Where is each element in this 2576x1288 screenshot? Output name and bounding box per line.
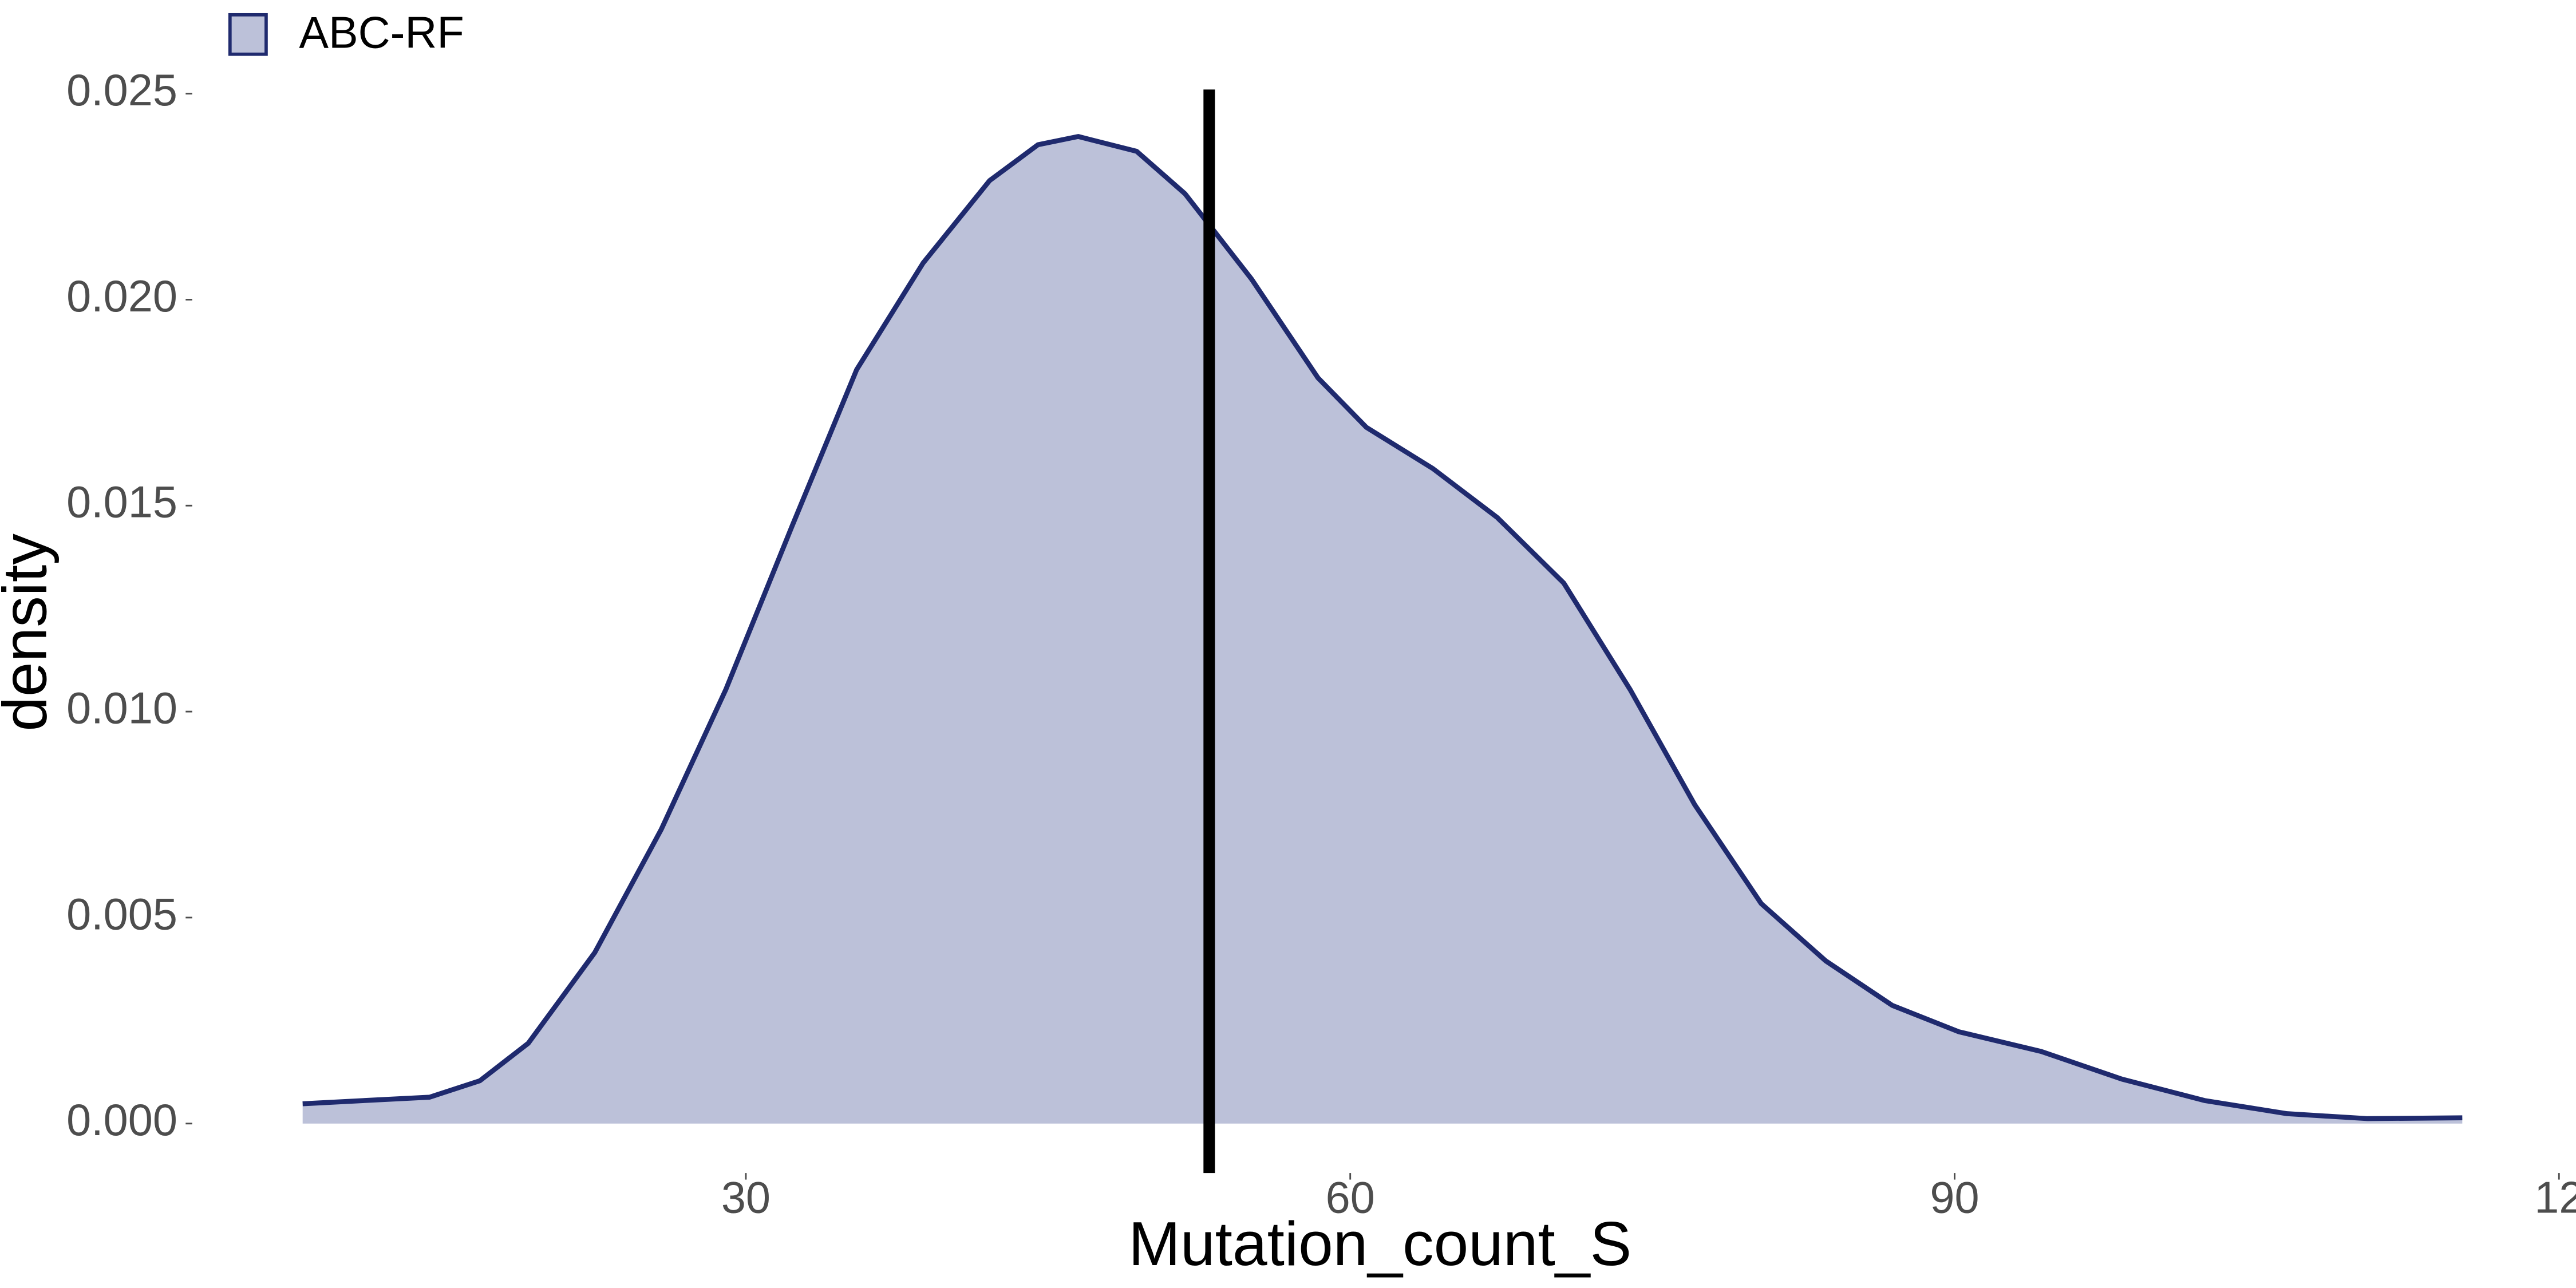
y-tick-label: 0.010 [66,684,177,733]
y-tick-label: 0.025 [66,66,177,115]
x-tick-label: 90 [1930,1173,1979,1222]
density-area [302,136,2463,1124]
y-tick-label: 0.005 [66,890,177,939]
legend-label: ABC-RF [299,9,464,58]
y-tick-label: 0.015 [66,478,177,527]
density-line [302,134,2463,1121]
legend-key [228,13,268,56]
x-tick-label: 60 [1326,1173,1375,1222]
y-tick-label: 0.020 [66,272,177,321]
x-axis-title: Mutation_count_S [1128,1209,1631,1279]
y-tick-label: 0.000 [66,1096,177,1145]
x-tick-label: 30 [721,1173,771,1222]
y-axis-title: density [0,534,60,732]
x-tick-label: 12 [2534,1173,2576,1222]
